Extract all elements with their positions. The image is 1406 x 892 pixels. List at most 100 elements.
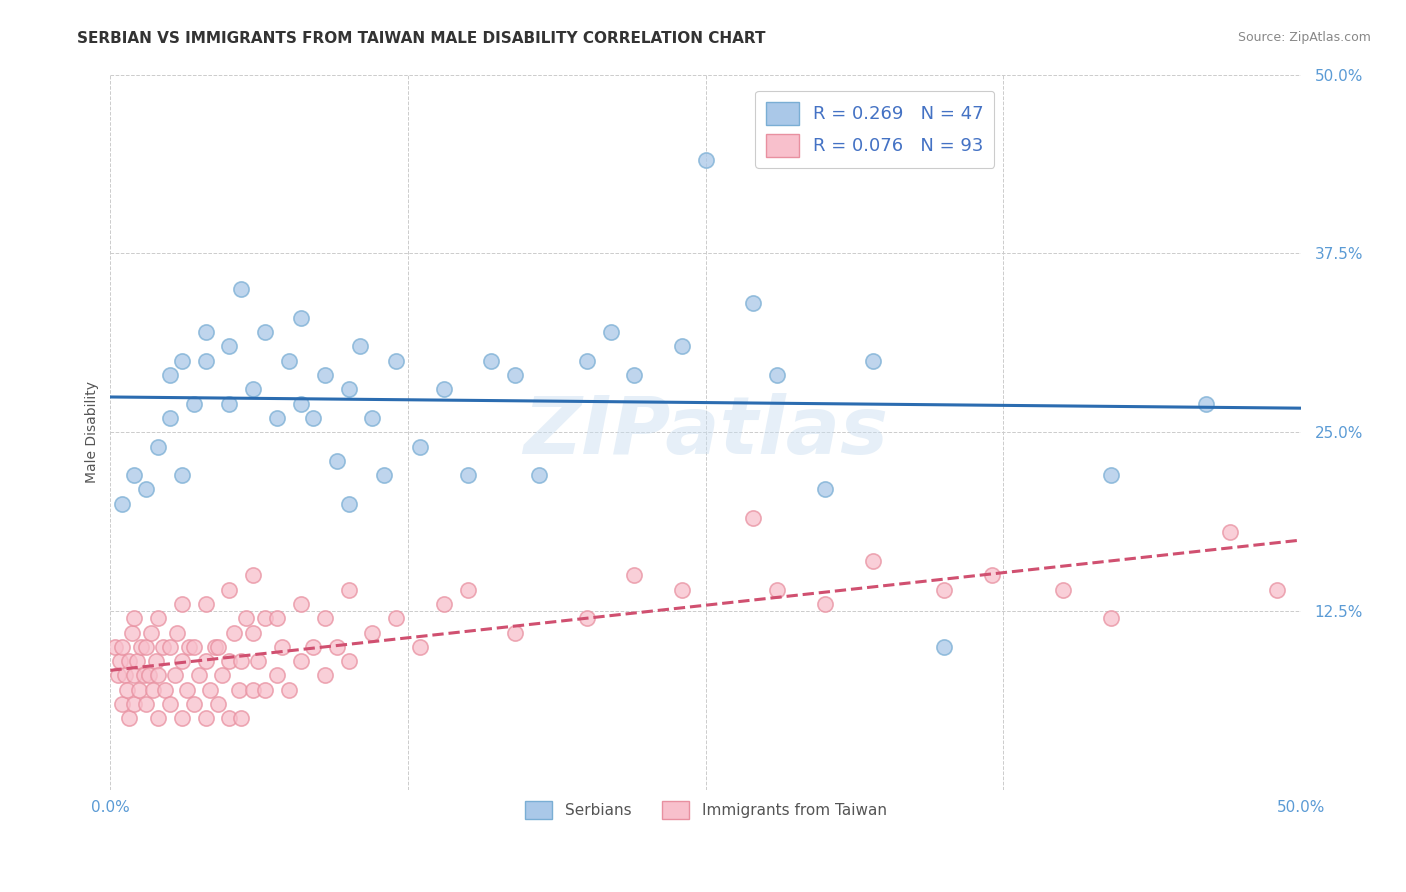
Point: [242, 568, 264, 582]
Text: SERBIAN VS IMMIGRANTS FROM TAIWAN MALE DISABILITY CORRELATION CHART: SERBIAN VS IMMIGRANTS FROM TAIWAN MALE D…: [77, 31, 766, 46]
Point: [135, 697, 157, 711]
Point: [254, 682, 277, 697]
Point: [385, 353, 408, 368]
Point: [314, 611, 336, 625]
Point: [503, 368, 526, 382]
Point: [118, 654, 141, 668]
Point: [254, 325, 277, 339]
Point: [814, 597, 837, 611]
Point: [231, 711, 253, 725]
Point: [623, 568, 645, 582]
Point: [114, 668, 136, 682]
Point: [218, 654, 240, 668]
Point: [183, 697, 205, 711]
Point: [194, 353, 217, 368]
Legend: Serbians, Immigrants from Taiwan: Serbians, Immigrants from Taiwan: [519, 796, 893, 825]
Point: [1099, 468, 1122, 483]
Point: [671, 582, 693, 597]
Point: [270, 640, 292, 654]
Point: [932, 582, 955, 597]
Point: [107, 668, 129, 682]
Point: [433, 382, 456, 396]
Point: [337, 582, 360, 597]
Point: [409, 640, 432, 654]
Point: [194, 325, 217, 339]
Text: ZIPatlas: ZIPatlas: [523, 393, 889, 471]
Point: [228, 682, 250, 697]
Point: [204, 640, 226, 654]
Point: [385, 611, 408, 625]
Point: [1219, 525, 1241, 540]
Point: [290, 597, 312, 611]
Point: [145, 654, 167, 668]
Point: [457, 582, 479, 597]
Point: [115, 682, 138, 697]
Point: [325, 454, 347, 468]
Point: [361, 625, 384, 640]
Point: [122, 668, 145, 682]
Point: [290, 396, 312, 410]
Point: [118, 711, 141, 725]
Point: [135, 483, 157, 497]
Point: [166, 625, 188, 640]
Point: [122, 697, 145, 711]
Point: [575, 611, 598, 625]
Point: [159, 368, 181, 382]
Point: [224, 625, 246, 640]
Y-axis label: Male Disability: Male Disability: [86, 381, 100, 483]
Point: [623, 368, 645, 382]
Point: [302, 640, 325, 654]
Point: [742, 511, 765, 525]
Point: [132, 668, 155, 682]
Point: [128, 682, 150, 697]
Point: [433, 597, 456, 611]
Point: [122, 611, 145, 625]
Point: [170, 597, 193, 611]
Point: [159, 411, 181, 425]
Point: [218, 711, 240, 725]
Point: [163, 668, 186, 682]
Point: [176, 682, 198, 697]
Point: [125, 654, 148, 668]
Point: [278, 353, 301, 368]
Point: [242, 682, 264, 697]
Point: [153, 682, 176, 697]
Point: [146, 611, 169, 625]
Point: [325, 640, 347, 654]
Point: [409, 440, 432, 454]
Point: [1267, 582, 1289, 597]
Point: [122, 468, 145, 483]
Point: [766, 582, 789, 597]
Point: [254, 611, 277, 625]
Point: [159, 640, 181, 654]
Point: [1052, 582, 1074, 597]
Point: [170, 654, 193, 668]
Point: [152, 640, 174, 654]
Point: [187, 668, 209, 682]
Point: [131, 640, 153, 654]
Point: [1195, 396, 1218, 410]
Point: [138, 668, 160, 682]
Point: [170, 353, 193, 368]
Point: [242, 382, 264, 396]
Point: [207, 697, 229, 711]
Point: [862, 554, 884, 568]
Point: [194, 597, 217, 611]
Point: [231, 282, 253, 296]
Point: [314, 368, 336, 382]
Point: [235, 611, 257, 625]
Point: [159, 697, 181, 711]
Point: [111, 497, 134, 511]
Point: [599, 325, 621, 339]
Point: [218, 582, 240, 597]
Point: [183, 396, 205, 410]
Point: [671, 339, 693, 353]
Point: [266, 411, 288, 425]
Point: [111, 697, 134, 711]
Point: [980, 568, 1002, 582]
Point: [146, 668, 169, 682]
Point: [742, 296, 765, 310]
Point: [503, 625, 526, 640]
Point: [862, 353, 884, 368]
Text: Source: ZipAtlas.com: Source: ZipAtlas.com: [1237, 31, 1371, 45]
